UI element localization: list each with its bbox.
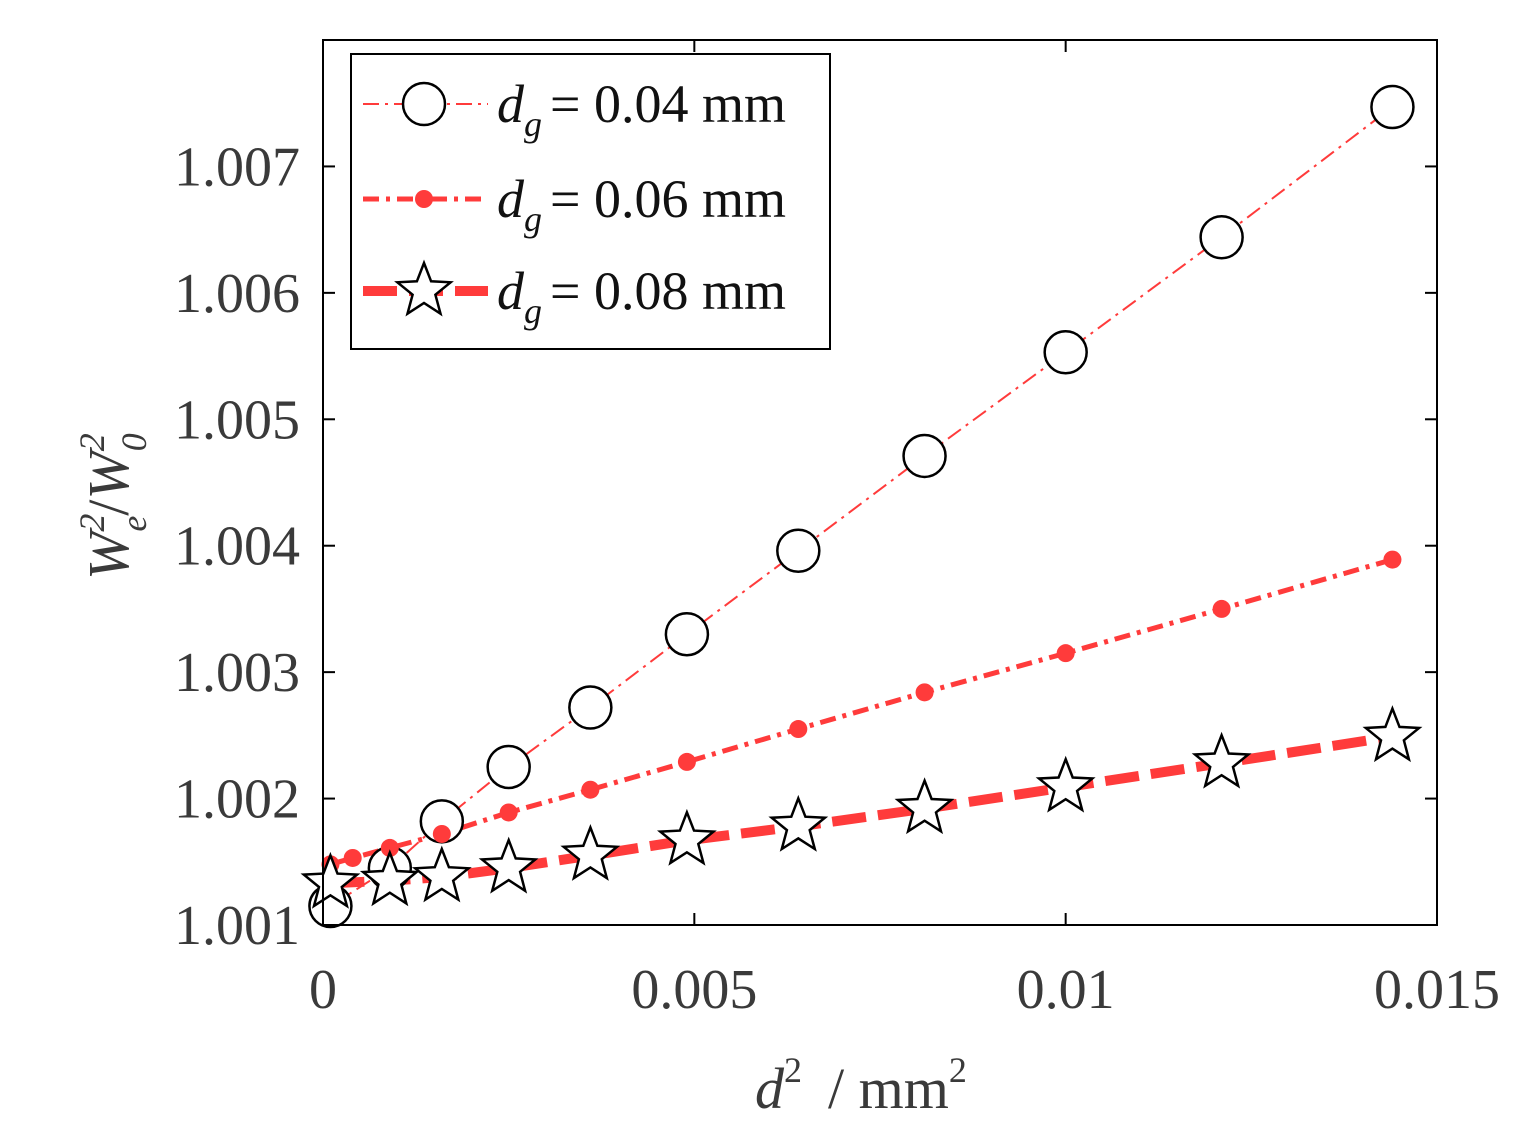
data-point-circle bbox=[776, 528, 821, 574]
data-point-star bbox=[894, 777, 955, 835]
y-tick-label: 1.004 bbox=[174, 516, 300, 578]
x-tick-label: 0.015 bbox=[1374, 959, 1500, 1021]
x-tick-label: 0.005 bbox=[631, 959, 757, 1021]
x-tick-label: 0 bbox=[309, 959, 337, 1021]
data-point-circle bbox=[902, 433, 947, 479]
data-point-dot bbox=[1383, 550, 1402, 569]
legend-marker-star bbox=[394, 259, 454, 317]
data-point-circle bbox=[664, 611, 710, 657]
legend-marker-circle bbox=[401, 81, 447, 127]
x-axis-label: d2/ mm2 bbox=[755, 1050, 967, 1121]
y-tick-label: 1.007 bbox=[174, 136, 300, 198]
plot-frame bbox=[322, 39, 1438, 926]
data-point-star bbox=[1362, 705, 1423, 763]
series-markers bbox=[300, 84, 1423, 929]
legend: dg = 0.04 mm dg = 0.06 mm dg = 0.08 mm bbox=[350, 53, 831, 350]
data-point-circle bbox=[486, 744, 531, 790]
legend-label-2: dg = 0.06 mm bbox=[497, 169, 786, 239]
plot-area bbox=[300, 84, 1423, 929]
axis-ticks: 0 0.005 0.01 0.015 1.001 1.002 1.003 1.004 1.005… bbox=[174, 40, 1500, 1021]
legend-label-3: dg = 0.08 mm bbox=[497, 261, 786, 331]
data-point-dot bbox=[343, 848, 362, 867]
data-point-star bbox=[768, 794, 829, 852]
data-point-dot bbox=[432, 824, 451, 843]
y-tick-label: 1.003 bbox=[174, 642, 300, 704]
y-axis-label: W2e/W20 bbox=[72, 433, 154, 580]
y-tick-label: 1.006 bbox=[174, 263, 300, 325]
data-point-star bbox=[359, 849, 420, 907]
data-point-star bbox=[300, 851, 361, 909]
y-tick-label: 1.002 bbox=[174, 769, 300, 831]
series-points-3 bbox=[300, 705, 1423, 909]
data-point-dot bbox=[499, 803, 518, 822]
data-point-star bbox=[1191, 731, 1252, 789]
data-point-dot bbox=[915, 683, 934, 702]
data-point-circle bbox=[1043, 330, 1088, 375]
data-point-dot bbox=[1056, 644, 1075, 663]
legend-label-1: dg = 0.04 mm bbox=[497, 74, 786, 144]
x-tick-label: 0.01 bbox=[1017, 959, 1115, 1021]
data-point-dot bbox=[380, 838, 399, 857]
series-points-2 bbox=[321, 550, 1402, 874]
y-tick-label: 1.001 bbox=[174, 895, 300, 957]
y-tick-label: 1.005 bbox=[174, 389, 300, 451]
legend-marker-dot bbox=[415, 190, 433, 208]
series-line-3 bbox=[330, 731, 1394, 889]
data-point-circle bbox=[568, 685, 613, 730]
data-point-circle bbox=[1199, 214, 1244, 260]
data-point-star bbox=[411, 845, 472, 903]
data-point-star bbox=[656, 808, 717, 866]
data-point-dot bbox=[677, 752, 696, 771]
data-point-dot bbox=[789, 720, 808, 739]
series-line-2 bbox=[329, 557, 1394, 867]
data-point-dot bbox=[1212, 599, 1231, 618]
data-point-circle bbox=[1370, 84, 1415, 130]
data-point-star bbox=[560, 824, 621, 881]
data-point-star bbox=[478, 836, 539, 894]
data-point-star bbox=[1035, 755, 1096, 813]
data-point-dot bbox=[581, 780, 600, 799]
